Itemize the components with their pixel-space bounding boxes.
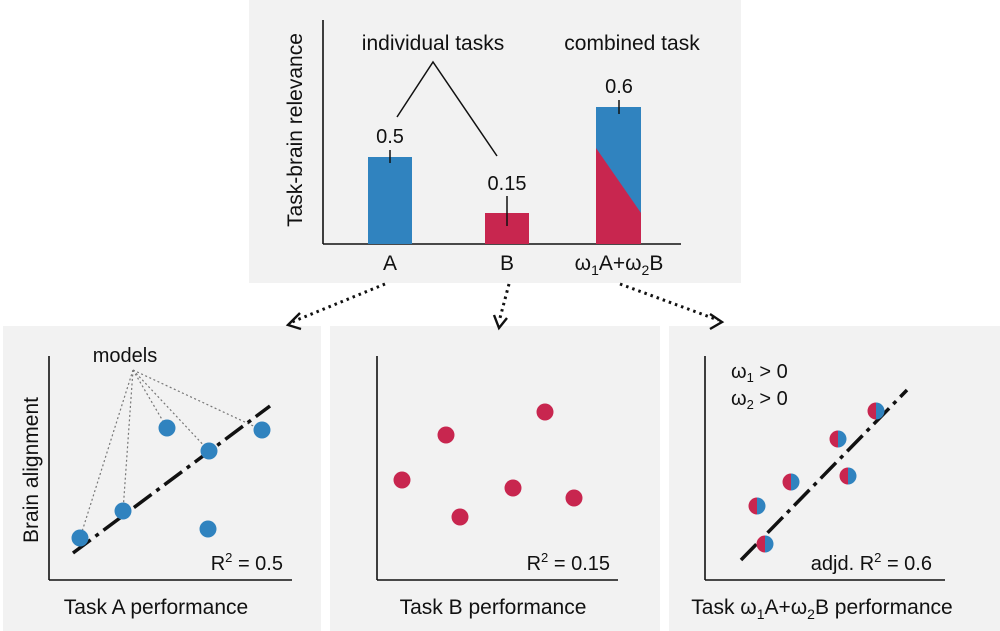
- individual-tasks-connector: [396, 60, 498, 157]
- bar-a-value-label: 0.5: [376, 126, 404, 148]
- model-pointer-lines: [79, 369, 263, 539]
- dotted-arrows: [291, 282, 719, 324]
- panel-c-point: [782, 473, 800, 491]
- individual-tasks-label: individual tasks: [362, 32, 504, 55]
- bar-b-value-label: 0.15: [488, 173, 527, 195]
- arrow-to-panel-a: [291, 282, 386, 324]
- panel-a-point: [158, 419, 176, 437]
- omega2-condition: ω2 > 0: [731, 388, 788, 412]
- bar-combined-category-label: ω1A+ω2B: [575, 252, 664, 278]
- panel-b-point: [565, 489, 583, 507]
- bar-combined: [596, 107, 641, 244]
- panel-c-point: [839, 467, 857, 485]
- bar-a-category-label: A: [383, 252, 397, 275]
- panel-a-y-axis-label: Brain alignment: [20, 397, 43, 543]
- bar-combined-value-label: 0.6: [605, 76, 633, 98]
- panel-a-point: [114, 502, 132, 520]
- panel-b-point: [536, 403, 554, 421]
- arrowhead-b: [492, 314, 508, 331]
- panel-b-point: [393, 471, 411, 489]
- panel-c-x-axis-label: Task ω1A+ω2B performance: [691, 596, 952, 622]
- panel-c-point: [748, 497, 766, 515]
- models-label: models: [93, 345, 157, 367]
- panel-b-points: [393, 403, 583, 526]
- panel-a-fit-line: [71, 404, 272, 555]
- panel-a-points: [71, 419, 271, 547]
- panel-b-plot: Task B performance R2 = 0.15: [376, 356, 618, 619]
- bar-task-a: [368, 157, 412, 244]
- panel-c-r2-label: adjd. R2 = 0.6: [811, 550, 932, 575]
- top-chart: Task-brain relevance individual tasks co…: [284, 20, 700, 278]
- panel-b-point: [451, 508, 469, 526]
- panel-c-point: [829, 430, 847, 448]
- panel-b-point: [504, 479, 522, 497]
- arrowhead-a: [285, 312, 302, 331]
- panel-b-r2-label: R2 = 0.15: [527, 550, 610, 575]
- bar-combined-b-part: [596, 148, 641, 244]
- panel-a-plot: Brain alignment Task A performance model…: [20, 345, 292, 619]
- panel-c-point: [756, 535, 774, 553]
- panel-a-point: [253, 421, 271, 439]
- combined-task-label: combined task: [564, 32, 700, 55]
- panel-a-r2-label: R2 = 0.5: [211, 550, 283, 575]
- arrow-to-panel-b: [498, 283, 511, 319]
- panel-a-point: [200, 442, 218, 460]
- panel-a-point: [71, 529, 89, 547]
- panel-c-points: [748, 402, 885, 553]
- panel-c-plot: Task ω1A+ω2B performance ω1 > 0 ω2 > 0 a…: [691, 356, 953, 622]
- bar-b-category-label: B: [500, 252, 514, 275]
- omega1-condition: ω1 > 0: [731, 361, 788, 385]
- arrow-heads: [285, 312, 725, 331]
- panel-b-point: [437, 426, 455, 444]
- panel-a-point: [199, 520, 217, 538]
- arrow-to-panel-c: [619, 282, 719, 322]
- top-y-axis-label: Task-brain relevance: [284, 33, 307, 227]
- panel-b-x-axis-label: Task B performance: [400, 596, 587, 619]
- arrowhead-c: [709, 313, 725, 331]
- panel-c-point: [867, 402, 885, 420]
- panel-a-x-axis-label: Task A performance: [64, 596, 248, 619]
